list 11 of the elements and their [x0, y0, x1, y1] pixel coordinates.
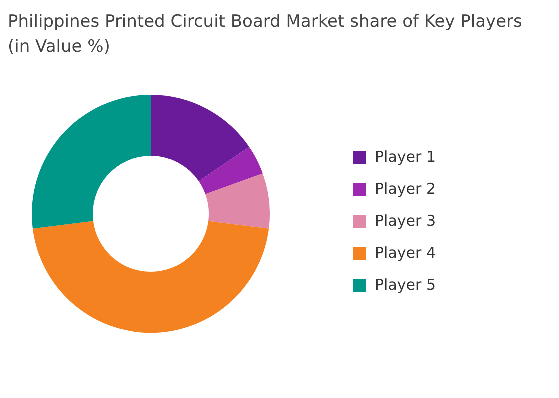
- donut-slice: [32, 221, 270, 333]
- legend-label: Player 3: [375, 212, 436, 230]
- legend-label: Player 2: [375, 180, 436, 198]
- legend-label: Player 5: [375, 276, 436, 294]
- donut-slice: [198, 147, 263, 194]
- donut-slice: [32, 95, 151, 229]
- chart-title: Philippines Printed Circuit Board Market share of Key Players (in Value %): [8, 11, 524, 59]
- donut-slice: [206, 174, 270, 229]
- legend-label: Player 1: [375, 148, 436, 166]
- donut-slice: [151, 95, 250, 182]
- legend-label: Player 4: [375, 244, 436, 262]
